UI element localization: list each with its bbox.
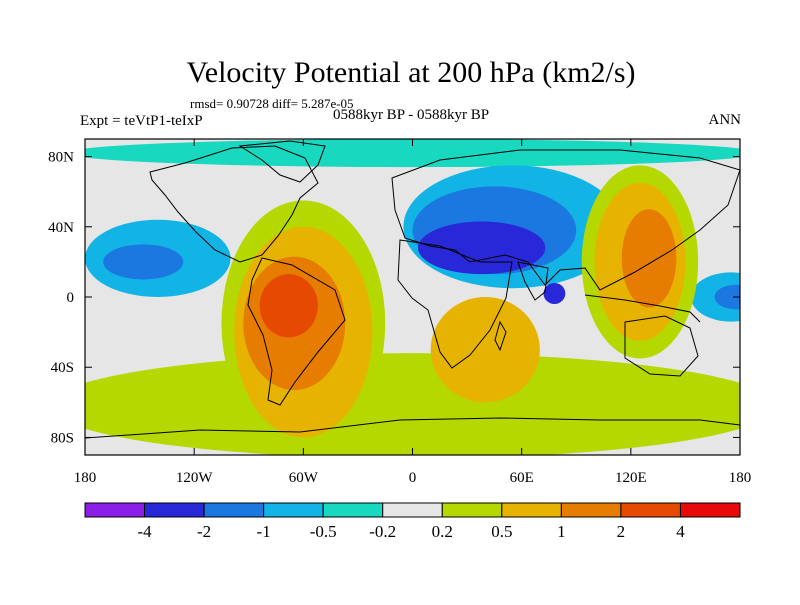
colorbar-swatch — [501, 502, 562, 518]
contour-region-north-polar-band — [85, 139, 740, 168]
coastline-madagascar — [494, 320, 507, 352]
coastline-greenland — [238, 140, 326, 183]
colorbar-swatch — [322, 502, 384, 518]
coastline-antarctica — [85, 417, 740, 439]
season-label: ANN — [709, 112, 742, 128]
contour-region-mideast-core — [417, 221, 546, 275]
contour-fills — [85, 139, 740, 455]
colorbar-label: -1 — [257, 522, 271, 541]
chart-title: Velocity Potential at 200 hPa (km2/s) — [186, 56, 635, 89]
colorbar-label: -0.5 — [310, 522, 337, 541]
colorbar-label: 0.2 — [432, 522, 453, 541]
coastline-australia — [624, 315, 699, 377]
colorbar-swatch — [441, 502, 503, 518]
y-tick-label: 80N — [48, 150, 74, 166]
coastline-india — [517, 261, 549, 301]
y-tick-label: 40S — [51, 360, 74, 376]
colorbar-swatch — [84, 502, 146, 518]
colorbar-label: 0.5 — [491, 522, 512, 541]
x-tick-label: 0 — [409, 470, 417, 486]
contour-region-africa-positive — [430, 297, 540, 403]
y-tick-label: 40N — [48, 220, 74, 236]
period-label: 0588kyr BP - 0588kyr BP — [333, 107, 489, 123]
x-tick-label: 180 — [74, 470, 97, 486]
x-tick-label: 120E — [615, 470, 647, 486]
colorbar-swatch — [560, 502, 622, 518]
colorbar-swatch — [382, 502, 443, 518]
colorbar-swatch — [620, 502, 681, 518]
colorbar-label: -2 — [197, 522, 211, 541]
coastlines — [85, 140, 740, 439]
map-area — [85, 139, 740, 455]
colorbar: -4 -2 -1 -0.5 -0.2 0.2 0.5 1 2 4 — [84, 502, 741, 541]
y-tick-label: 80S — [51, 430, 74, 446]
colorbar-swatch — [679, 502, 741, 518]
stats-label: rmsd= 0.90728 diff= 5.287e-05 — [190, 96, 354, 111]
contour-region-n-pacific-core — [103, 244, 184, 280]
y-tick-label: 0 — [67, 290, 75, 306]
coastline-indonesia — [584, 294, 701, 323]
coastline-eurasia — [391, 149, 740, 291]
contour-region-southern-band — [85, 353, 740, 455]
colorbar-swatch — [203, 502, 265, 518]
colorbar-label: -0.2 — [369, 522, 396, 541]
x-tick-label: 60W — [289, 470, 319, 486]
colorbar-label: 4 — [676, 522, 685, 541]
contour-region-india-core — [543, 282, 566, 305]
colorbar-swatch — [144, 502, 205, 518]
x-axis: 180 120W 60W 0 60E 120E 180 — [74, 139, 752, 486]
y-axis: 80N 40N 0 40S 80S — [48, 150, 740, 446]
coastline-africa — [397, 239, 513, 369]
coastline-south-america — [247, 257, 346, 406]
contour-region-asia-core — [621, 209, 677, 308]
colorbar-label: 2 — [617, 522, 626, 541]
contour-region-americas-core — [259, 274, 318, 338]
colorbar-swatch — [263, 502, 324, 518]
coastline-north-america — [149, 145, 319, 263]
experiment-label: Expt = teVtP1-teIxP — [80, 113, 203, 129]
x-tick-label: 60E — [510, 470, 534, 486]
contour-region-w-pacific-core — [714, 284, 740, 310]
x-tick-label: 180 — [729, 470, 752, 486]
colorbar-label: 1 — [557, 522, 566, 541]
colorbar-label: -4 — [137, 522, 152, 541]
x-tick-label: 120W — [176, 470, 214, 486]
